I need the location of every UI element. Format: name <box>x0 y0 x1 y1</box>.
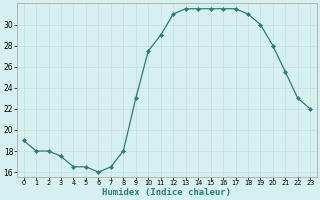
X-axis label: Humidex (Indice chaleur): Humidex (Indice chaleur) <box>102 188 231 197</box>
